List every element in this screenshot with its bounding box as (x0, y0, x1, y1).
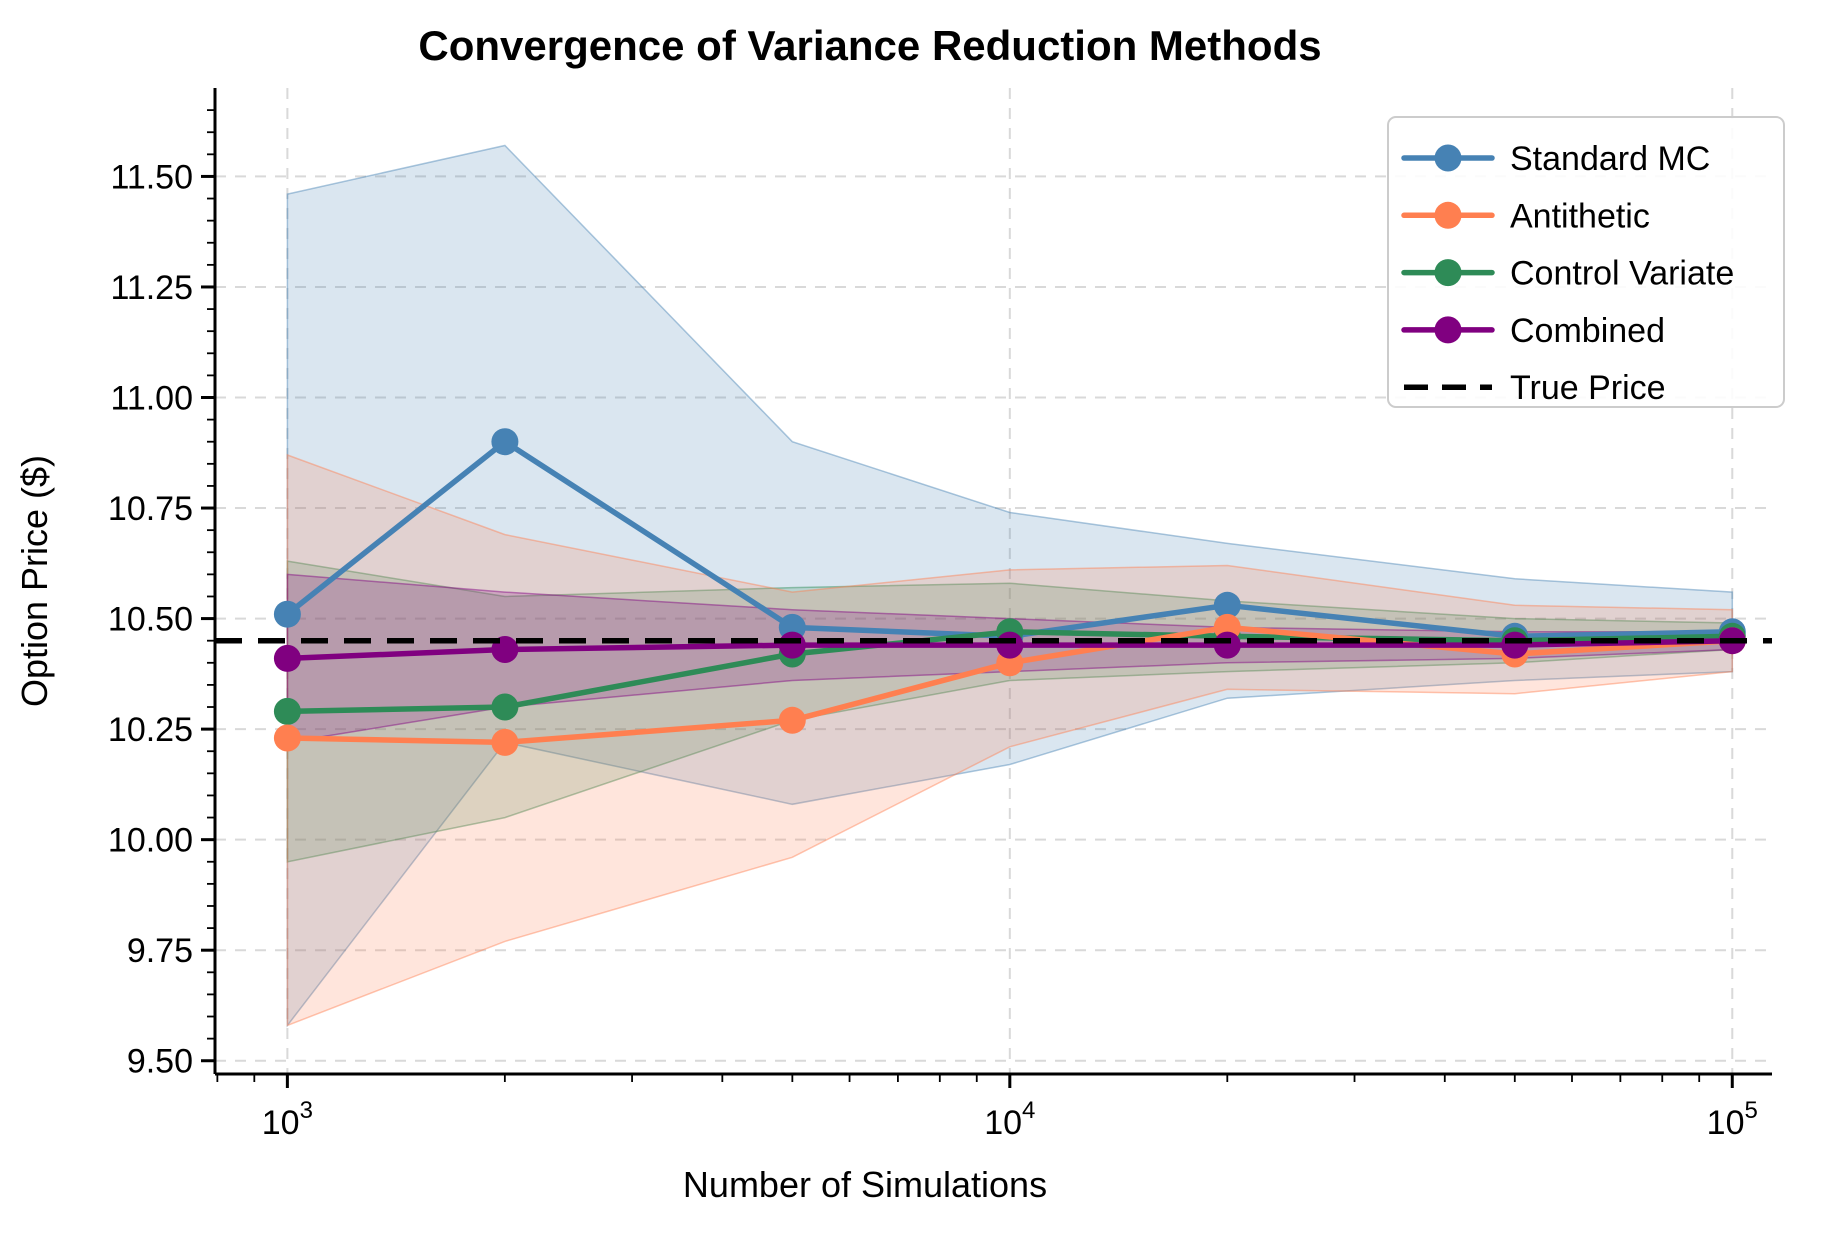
legend-marker-combined (1434, 316, 1462, 344)
x-tick-label: 104 (984, 1097, 1035, 1142)
legend: Standard MC Antithetic Control Variate Comb… (1387, 116, 1785, 408)
chart-title: Convergence of Variance Reduction Method… (418, 22, 1321, 69)
data-point-combined (778, 631, 806, 659)
y-tick-label: 10.25 (108, 711, 193, 749)
legend-item-standard-mc: Standard MC (1401, 140, 1710, 178)
x-axis-label: Number of Simulations (683, 1164, 1047, 1205)
data-point-antithetic (491, 728, 519, 756)
legend-item-control-variate: Control Variate (1401, 255, 1734, 293)
confidence-band-standard-mc (286, 144, 1734, 1028)
legend-item-true-price: True Price (1404, 369, 1666, 407)
legend-marker-antithetic (1434, 201, 1462, 229)
y-tick-label: 10.75 (108, 490, 193, 528)
confidence-band-antithetic (286, 453, 1734, 1027)
legend-label-combined: Combined (1510, 312, 1665, 350)
data-point-combined (996, 631, 1024, 659)
data-point-control-variate (491, 693, 519, 721)
y-axis-label: Option Price ($) (14, 455, 55, 707)
y-tick-label: 11.00 (110, 380, 193, 418)
legend-box (1387, 116, 1785, 408)
tick-labels-layer: 9.50 9.75 10.00 10.25 10.50 10.75 11.00 11.25 11… (108, 158, 1758, 1142)
legend-label-standard-mc: Standard MC (1510, 140, 1710, 178)
legend-marker-control-variate (1434, 259, 1462, 287)
legend-label-control-variate: Control Variate (1510, 255, 1734, 293)
data-point-combined (1213, 631, 1241, 659)
legend-label-antithetic: Antithetic (1510, 197, 1650, 235)
data-point-standard-mc (273, 600, 301, 628)
y-tick-label: 11.25 (110, 269, 193, 307)
data-point-combined (1501, 631, 1529, 659)
data-point-standard-mc (491, 428, 519, 456)
y-tick-label: 9.50 (127, 1043, 193, 1081)
axes-layer (201, 88, 1772, 1088)
data-point-antithetic (273, 724, 301, 752)
y-tick-label: 10.00 (108, 822, 193, 860)
y-tick-label: 9.75 (127, 932, 193, 970)
legend-label-true-price: True Price (1510, 369, 1666, 407)
data-point-antithetic (778, 706, 806, 734)
legend-item-combined: Combined (1401, 312, 1665, 350)
x-tick-label: 103 (262, 1097, 313, 1142)
x-tick-label: 105 (1707, 1097, 1758, 1142)
data-point-combined (273, 644, 301, 672)
data-point-standard-mc (1213, 591, 1241, 619)
legend-marker-standard-mc (1434, 144, 1462, 172)
y-tick-label: 11.50 (110, 158, 193, 196)
y-tick-label: 10.50 (108, 601, 193, 639)
data-point-control-variate (273, 697, 301, 725)
legend-item-antithetic: Antithetic (1401, 197, 1650, 235)
